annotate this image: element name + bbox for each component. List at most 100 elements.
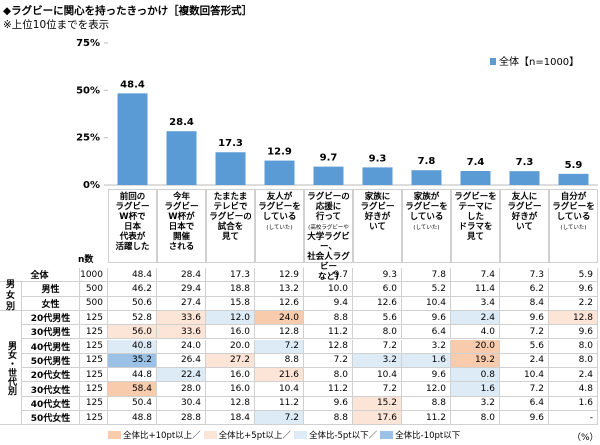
table-cell: 2.4 bbox=[451, 310, 500, 326]
table-cell: 11.2 bbox=[304, 325, 353, 340]
table-cell: 11.4 bbox=[451, 282, 500, 297]
row-n: 1000 bbox=[80, 268, 108, 283]
table-cell: 29.4 bbox=[157, 282, 206, 297]
table-cell: 8.0 bbox=[549, 353, 598, 369]
table-cell: 3.2 bbox=[402, 339, 451, 354]
y-tick-label: 0% bbox=[83, 180, 100, 190]
table-cell: 13.2 bbox=[255, 282, 304, 297]
row-label: 30代女性 bbox=[22, 382, 80, 397]
y-tick-label: 50% bbox=[76, 85, 100, 96]
table-cell: 20.0 bbox=[451, 339, 500, 354]
chart: 0% 25% 50% 75% 48.4 28.4 17.3 12.9 9.7 9.3 7.8 7.4 7… bbox=[76, 38, 598, 190]
table-cell: 8.4 bbox=[500, 296, 549, 311]
row-n: 125 bbox=[80, 339, 108, 354]
value-label: 7.4 bbox=[467, 157, 485, 168]
table-cell: 10.0 bbox=[304, 282, 353, 297]
row-n: 125 bbox=[80, 411, 108, 426]
table-cell: 16.0 bbox=[206, 325, 255, 340]
table-cell: 58.4 bbox=[108, 382, 157, 397]
table-cell: 9.6 bbox=[500, 411, 549, 426]
value-label: 12.9 bbox=[267, 147, 292, 158]
table-cell: 28.0 bbox=[157, 382, 206, 397]
category-label: 家族が ラグビーを している (していた) bbox=[402, 189, 451, 263]
table-cell: 10.4 bbox=[500, 368, 549, 383]
value-label: 9.3 bbox=[369, 153, 387, 164]
table-cell: 27.4 bbox=[157, 296, 206, 311]
table-cell: 12.8 bbox=[255, 325, 304, 340]
table-cell: 12.8 bbox=[206, 396, 255, 411]
table-cell: 9.6 bbox=[549, 282, 598, 297]
group-label: 男女・世代別 bbox=[0, 310, 22, 426]
value-label: 28.4 bbox=[169, 117, 194, 128]
table-cell: 5.9 bbox=[549, 268, 598, 283]
table-cell: 8.0 bbox=[451, 411, 500, 426]
bar bbox=[264, 160, 295, 185]
table-cell: 28.4 bbox=[157, 268, 206, 283]
y-tick-label: 75% bbox=[76, 38, 100, 49]
table-cell: 56.0 bbox=[108, 325, 157, 340]
row-label: 男性 bbox=[22, 282, 80, 297]
table-cell: 1.6 bbox=[402, 353, 451, 369]
category-label: 家族に ラグビー 好きが いて bbox=[353, 189, 402, 263]
table-cell: 2.2 bbox=[549, 296, 598, 311]
legend-item: 全体比-5pt以下／ bbox=[293, 429, 377, 441]
table-cell: 8.8 bbox=[255, 353, 304, 369]
table-cell: 3.2 bbox=[451, 396, 500, 411]
table-cell: 8.0 bbox=[353, 325, 402, 340]
row-n: 125 bbox=[80, 325, 108, 340]
legend-item: 全体比+10pt以上／ bbox=[108, 429, 201, 441]
table-cell: 30.4 bbox=[157, 396, 206, 411]
table-cell: 2.4 bbox=[549, 368, 598, 383]
bar bbox=[411, 170, 442, 185]
row-label: 40代男性 bbox=[22, 339, 80, 354]
row-label: 30代男性 bbox=[22, 325, 80, 340]
table-cell: 22.4 bbox=[157, 368, 206, 383]
row-label: 女性 bbox=[22, 296, 80, 311]
table-cell: 8.0 bbox=[549, 339, 598, 354]
table-cell: 6.0 bbox=[353, 282, 402, 297]
table-cell: 2.4 bbox=[500, 353, 549, 369]
table-cell: 46.2 bbox=[108, 282, 157, 297]
unit: （%） bbox=[572, 433, 599, 443]
table-cell: 7.2 bbox=[255, 339, 304, 354]
value-label: 7.3 bbox=[516, 157, 534, 168]
value-label: 48.4 bbox=[120, 79, 145, 90]
row-label: 40代女性 bbox=[22, 396, 80, 411]
table-cell: 12.8 bbox=[304, 339, 353, 354]
row-n: 125 bbox=[80, 353, 108, 369]
group-label: 男女別 bbox=[0, 280, 22, 312]
bar bbox=[166, 131, 197, 185]
table-cell: 12.0 bbox=[206, 310, 255, 326]
table-cell: - bbox=[549, 411, 598, 426]
table-cell: 10.4 bbox=[353, 368, 402, 383]
legend-label: 全体【n=1000】 bbox=[499, 55, 579, 68]
table-cell: 3.2 bbox=[353, 353, 402, 369]
table-cell: 33.6 bbox=[157, 310, 206, 326]
category-label: 自分が ラグビーを している (していた) bbox=[549, 189, 598, 263]
table-cell: 12.9 bbox=[255, 268, 304, 283]
table-cell: 50.6 bbox=[108, 296, 157, 311]
legend: 全体比+10pt以上／ 全体比+5pt以上／ 全体比-5pt以下／ 全体比-10pt以… bbox=[108, 429, 460, 441]
value-label: 9.7 bbox=[320, 153, 338, 164]
category-label: 前回の ラグビー W杯で 日本 代表が 活躍した bbox=[108, 189, 157, 263]
table-cell: 33.6 bbox=[157, 325, 206, 340]
table-cell: 28.8 bbox=[157, 411, 206, 426]
table-cell: 9.6 bbox=[304, 396, 353, 411]
table-cell: 0.8 bbox=[451, 368, 500, 383]
table-cell: 7.2 bbox=[255, 411, 304, 426]
bar bbox=[509, 171, 540, 185]
table-cell: 5.6 bbox=[353, 310, 402, 326]
value-label: 7.8 bbox=[418, 156, 436, 167]
table-cell: 4.8 bbox=[549, 382, 598, 397]
table-cell: 9.7 bbox=[304, 268, 353, 283]
row-label: 50代女性 bbox=[22, 411, 80, 426]
row-label: 50代男性 bbox=[22, 353, 80, 369]
table-cell: 7.4 bbox=[451, 268, 500, 283]
table-cell: 4.0 bbox=[451, 325, 500, 340]
legend-swatch bbox=[293, 431, 307, 439]
table-cell: 16.0 bbox=[206, 368, 255, 383]
table-cell: 40.8 bbox=[108, 339, 157, 354]
row-n: 125 bbox=[80, 382, 108, 397]
bar bbox=[362, 167, 393, 185]
table-cell: 48.8 bbox=[108, 411, 157, 426]
